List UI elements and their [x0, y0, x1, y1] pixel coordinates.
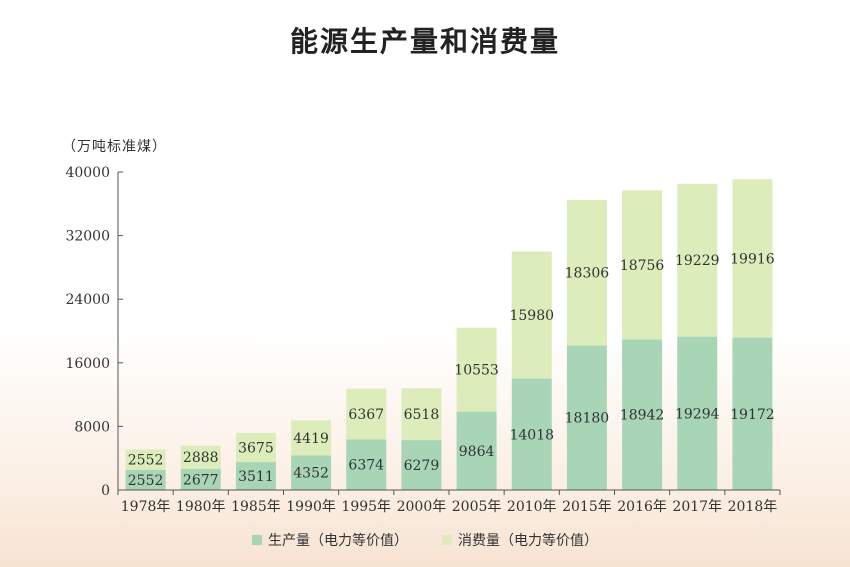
x-tick-label: 2018年 [728, 499, 778, 515]
data-label-production: 19294 [675, 406, 720, 422]
data-label-consumption: 15980 [509, 308, 554, 324]
bar-production [291, 455, 332, 490]
data-label-consumption: 3675 [238, 440, 274, 456]
data-label-consumption: 10553 [454, 363, 499, 379]
y-tick-label: 40000 [65, 165, 110, 181]
legend-item-consumption: 消费量（电力等价值） [442, 530, 598, 550]
data-label-consumption: 19916 [730, 251, 775, 267]
bar-production [235, 462, 276, 490]
data-label-production: 3511 [238, 469, 274, 485]
y-tick-label: 8000 [74, 419, 110, 435]
bar-production [401, 440, 442, 490]
legend-label-consumption: 消费量（电力等价值） [458, 533, 598, 549]
x-tick-label: 2017年 [672, 499, 722, 515]
y-tick-label: 24000 [65, 292, 110, 308]
x-tick-label: 2016年 [617, 499, 667, 515]
data-label-production: 14018 [509, 427, 554, 443]
bar-consumption [566, 199, 607, 346]
data-label-consumption: 18756 [620, 258, 665, 274]
data-label-production: 6374 [348, 458, 384, 474]
x-tick-label: 2000年 [397, 499, 447, 515]
y-axis-unit-label: （万吨标准煤） [62, 139, 167, 155]
data-label-production: 19172 [730, 407, 775, 423]
data-label-consumption: 19229 [675, 253, 720, 269]
chart-title: 能源生产量和消费量 [289, 25, 560, 58]
data-label-production: 4352 [293, 466, 329, 482]
y-tick-label: 32000 [65, 229, 110, 245]
bar-production [732, 337, 773, 490]
bar-production [180, 468, 221, 490]
bar-production [511, 378, 552, 490]
bar-consumption [291, 420, 332, 456]
data-label-consumption: 2888 [183, 450, 219, 466]
data-label-production: 2677 [183, 472, 219, 488]
bar-consumption [346, 388, 387, 440]
bar-production [622, 339, 663, 490]
legend-swatch-production [252, 535, 262, 545]
x-tick-label: 1978年 [121, 499, 171, 515]
legend-label-production: 生产量（电力等价值） [268, 533, 408, 549]
bar-consumption [180, 445, 221, 469]
data-label-production: 6279 [404, 458, 440, 474]
x-tick-label: 1990年 [286, 499, 336, 515]
data-label-consumption: 6367 [348, 407, 384, 423]
bar-consumption [732, 179, 773, 338]
legend-item-production: 生产量（电力等价值） [252, 530, 408, 550]
x-tick-label: 1995年 [341, 499, 391, 515]
data-label-consumption: 18306 [565, 266, 610, 282]
bar-consumption [622, 190, 663, 340]
x-tick-label: 1985年 [231, 499, 281, 515]
data-label-production: 9864 [459, 444, 495, 460]
x-tick-label: 2010年 [507, 499, 557, 515]
legend: 生产量（电力等价值） 消费量（电力等价值） [0, 530, 850, 550]
bar-production [677, 336, 718, 490]
data-label-production: 2552 [128, 473, 164, 489]
data-label-consumption: 4419 [293, 431, 329, 447]
data-label-production: 18942 [620, 408, 665, 424]
x-tick-label: 2015年 [562, 499, 612, 515]
bar-consumption [401, 388, 442, 441]
bar-production [346, 439, 387, 490]
x-tick-label: 1980年 [176, 499, 226, 515]
bar-production [566, 345, 607, 490]
bar-production [456, 411, 497, 490]
bar-consumption [125, 449, 166, 470]
data-label-production: 18180 [565, 411, 610, 427]
legend-swatch-consumption [442, 535, 452, 545]
y-tick-label: 0 [101, 483, 110, 499]
bar-production [125, 469, 166, 490]
bar-consumption [235, 432, 276, 463]
bar-consumption [456, 327, 497, 412]
bar-consumption [511, 251, 552, 379]
y-tick-label: 16000 [65, 356, 110, 372]
data-label-consumption: 6518 [404, 407, 440, 423]
x-tick-label: 2005年 [452, 499, 502, 515]
bar-consumption [677, 183, 718, 337]
data-label-consumption: 2552 [128, 453, 164, 469]
